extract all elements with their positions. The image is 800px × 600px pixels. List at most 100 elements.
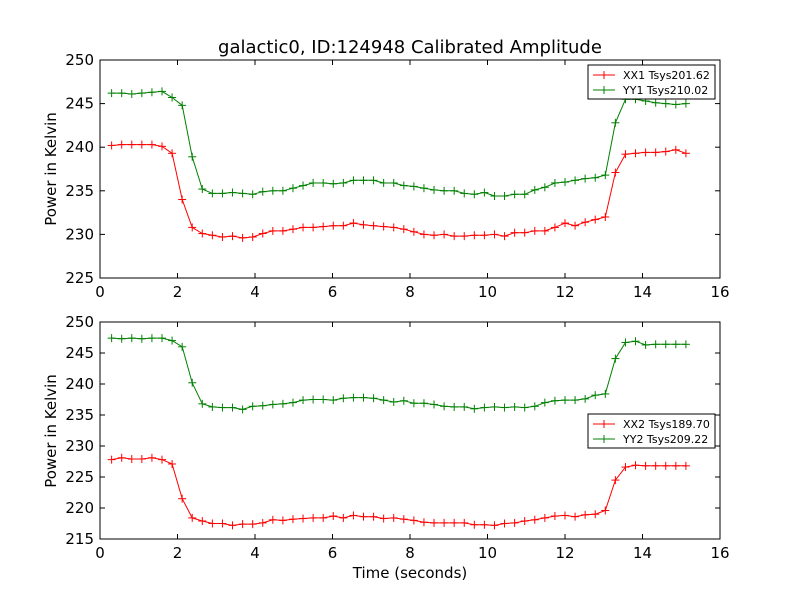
bottom-y-tick-label: 225	[65, 468, 94, 486]
top-data-point	[268, 226, 277, 235]
bottom-x-tick-label: 4	[250, 544, 260, 562]
bottom-data-point	[651, 461, 660, 470]
top-data-point	[218, 233, 227, 242]
bottom-x-tick-label: 6	[328, 544, 338, 562]
top-data-point	[631, 149, 640, 158]
top-data-point	[581, 174, 590, 183]
bottom-data-point	[611, 476, 620, 485]
top-data-point	[168, 93, 177, 102]
top-data-point	[127, 140, 136, 149]
chart-title: galactic0, ID:124948 Calibrated Amplitud…	[218, 37, 602, 58]
bottom-data-point	[238, 405, 247, 414]
top-data-point	[168, 149, 177, 158]
bottom-x-tick-label: 8	[405, 544, 415, 562]
bottom-data-point	[399, 515, 408, 524]
top-data-point	[571, 221, 580, 230]
top-data-point	[571, 176, 580, 185]
top-x-tick-label: 10	[478, 283, 497, 301]
bottom-series-line	[111, 337, 686, 410]
bottom-data-point	[430, 518, 439, 527]
bottom-data-point	[510, 402, 519, 411]
top-data-point	[198, 229, 207, 238]
top-data-point	[137, 140, 146, 149]
bottom-legend-item: XX2 Tsys189.70	[593, 418, 710, 431]
top-y-tick-label: 225	[65, 269, 94, 287]
bottom-data-point	[520, 403, 529, 412]
top-data-point	[460, 189, 469, 198]
bottom-data-point	[550, 512, 559, 521]
bottom-data-point	[208, 519, 217, 528]
bottom-data-point	[591, 510, 600, 519]
top-data-point	[178, 101, 187, 110]
bottom-data-point	[168, 459, 177, 468]
top-data-point	[409, 182, 418, 191]
top-data-point	[389, 178, 398, 187]
bottom-data-point	[137, 455, 146, 464]
top-x-tick-label: 2	[173, 283, 183, 301]
top-data-point	[540, 226, 549, 235]
bottom-data-point	[208, 402, 217, 411]
top-data-point	[127, 90, 136, 99]
bottom-data-point	[520, 517, 529, 526]
top-data-point	[480, 231, 489, 240]
top-data-point	[470, 231, 479, 240]
bottom-data-point	[419, 399, 428, 408]
bottom-x-tick-label: 12	[555, 544, 574, 562]
top-data-point	[661, 99, 670, 108]
top-data-point	[419, 230, 428, 239]
top-plot: 0 2 4 6 8 10 12 14 16 225 230 235 240 245 250 Power in…	[42, 51, 730, 301]
top-y-tick-label: 250	[65, 51, 94, 69]
bottom-series-line	[111, 457, 686, 526]
bottom-data-point	[419, 518, 428, 527]
bottom-data-point	[671, 461, 680, 470]
bottom-data-point	[339, 394, 348, 403]
bottom-data-point	[107, 334, 116, 343]
top-data-point	[228, 188, 237, 197]
top-data-point	[530, 185, 539, 194]
bottom-data-point	[248, 520, 257, 529]
bottom-data-point	[188, 513, 197, 522]
bottom-data-point	[450, 402, 459, 411]
bottom-data-point	[278, 516, 287, 525]
bottom-data-point	[581, 510, 590, 519]
bottom-data-point	[288, 515, 297, 524]
bottom-data-point	[329, 512, 338, 521]
bottom-data-point	[440, 518, 449, 527]
bottom-data-point	[127, 455, 136, 464]
bottom-data-point	[480, 520, 489, 529]
bottom-data-point	[440, 402, 449, 411]
top-data-point	[480, 188, 489, 197]
bottom-data-point	[369, 512, 378, 521]
bottom-data-point	[651, 340, 660, 349]
bottom-data-point	[621, 463, 630, 472]
bottom-y-tick-label: 230	[65, 437, 94, 455]
bottom-data-point	[349, 393, 358, 402]
top-plot-frame	[99, 59, 721, 279]
top-data-point	[117, 89, 126, 98]
top-data-point	[430, 185, 439, 194]
bottom-data-point	[490, 521, 499, 530]
top-data-point	[339, 221, 348, 230]
bottom-data-point	[137, 334, 146, 343]
bottom-data-point	[409, 399, 418, 408]
top-data-point	[611, 168, 620, 177]
bottom-plot: 0 2 4 6 8 10 12 14 16 215 220 225 230 235 240 245 250 Po…	[42, 313, 730, 582]
bottom-data-point	[581, 394, 590, 403]
bottom-data-point	[510, 518, 519, 527]
top-x-tick-label: 16	[710, 283, 729, 301]
top-data-point	[641, 148, 650, 157]
bottom-data-point	[379, 396, 388, 405]
top-data-point	[359, 220, 368, 229]
bottom-data-point	[117, 334, 126, 343]
bottom-data-point	[319, 513, 328, 522]
bottom-data-point	[450, 518, 459, 527]
top-data-point	[208, 189, 217, 198]
top-legend-item: YY1 Tsys210.02	[593, 84, 708, 97]
top-data-point	[288, 184, 297, 193]
top-data-point	[369, 221, 378, 230]
top-data-point	[137, 89, 146, 98]
top-data-point	[329, 221, 338, 230]
top-data-point	[248, 190, 257, 199]
top-data-point	[258, 229, 267, 238]
